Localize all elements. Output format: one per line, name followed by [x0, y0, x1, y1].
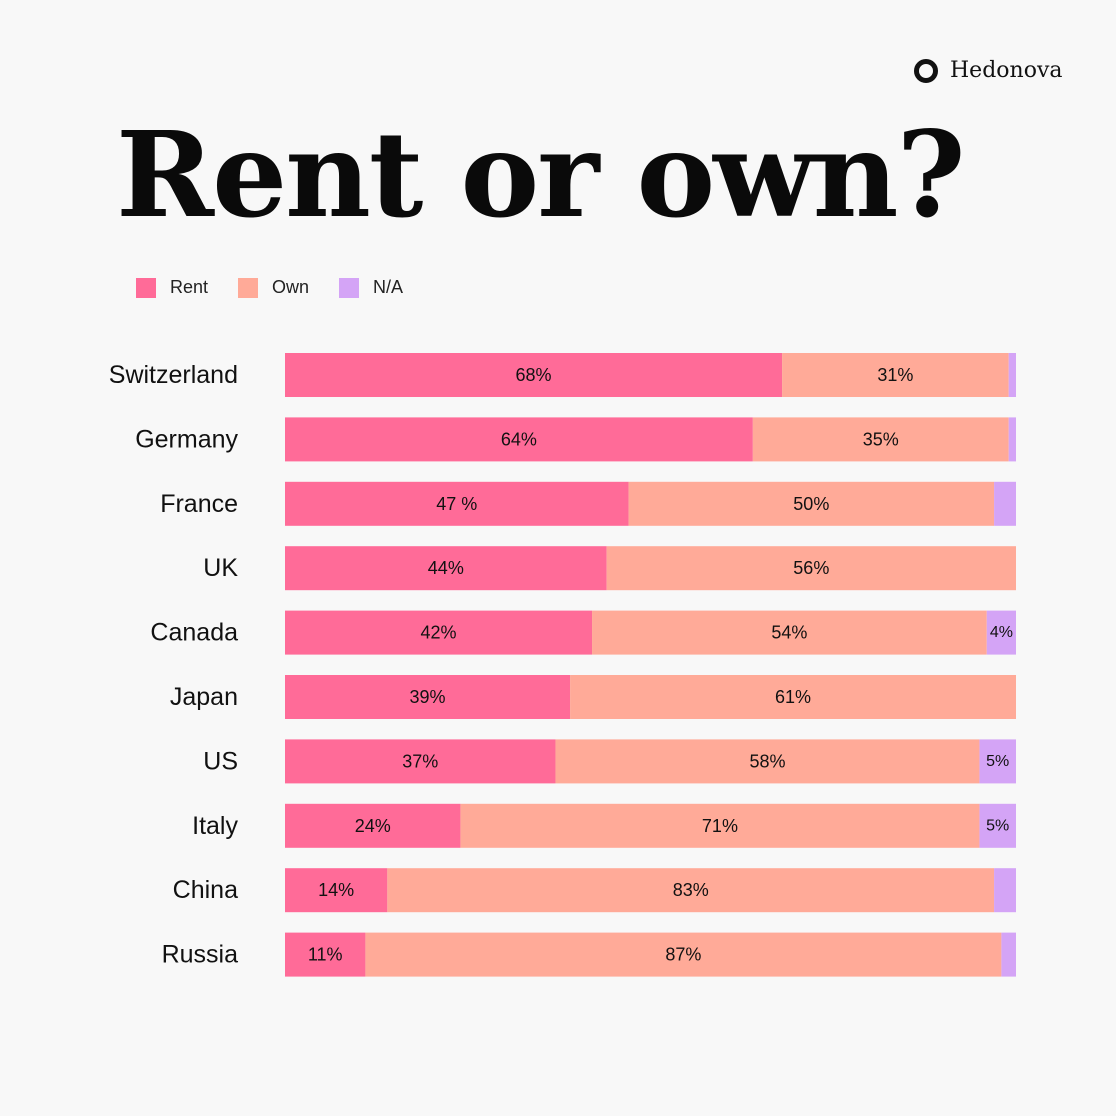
category-label: UK [203, 554, 238, 582]
bar-row-russia: Russia 11% 87% [162, 932, 1016, 977]
bar-segment-rent [285, 481, 629, 526]
bar-segment-rent [285, 739, 556, 784]
bar-segment-own [365, 932, 1002, 977]
bar-segment-n-a [994, 868, 1016, 913]
bar-segment-rent [285, 610, 593, 655]
bar-segment-own [782, 353, 1009, 397]
legend-item-na: N/A [339, 277, 403, 298]
bar-segment-rent [285, 546, 607, 591]
legend-label-own: Own [272, 277, 310, 297]
data-label-own: 31% [877, 365, 913, 385]
data-label-n-a: 5% [986, 753, 1009, 770]
chart-title: Rent or own? [116, 105, 966, 244]
data-label-rent: 11% [308, 945, 343, 965]
legend-label-na: N/A [373, 277, 404, 297]
bar-segment-rent [285, 675, 571, 719]
data-label-rent: 47 % [436, 494, 477, 514]
bar-segment-n-a [1008, 417, 1016, 462]
bar-segment-rent [285, 417, 753, 462]
data-label-rent: 24% [355, 816, 391, 836]
legend-swatch-own [238, 277, 259, 298]
bar-row-germany: Germany 64% 35% [135, 417, 1016, 462]
bar-segment-n-a [979, 739, 1016, 784]
bar-row-france: France 47 % 50% [160, 481, 1016, 526]
data-label-own: 58% [749, 751, 785, 771]
bar-segment-n-a [1008, 353, 1016, 397]
bar-segment-rent [285, 932, 366, 977]
bar-row-italy: Italy 24% 71% 5% [192, 803, 1016, 848]
data-label-rent: 44% [428, 558, 464, 578]
category-label: Germany [135, 425, 238, 453]
bar-segment-own [606, 546, 1016, 591]
data-label-rent: 37% [402, 751, 438, 771]
bar-row-uk: UK 44% 56% [203, 546, 1016, 591]
bar-row-japan: Japan 39% 61% [170, 675, 1016, 719]
data-label-own: 83% [673, 880, 709, 900]
bar-segment-own [460, 803, 980, 848]
legend-item-rent: Rent [136, 277, 208, 298]
category-label: Japan [170, 683, 238, 711]
category-label: US [203, 747, 238, 775]
data-label-own: 61% [775, 687, 811, 707]
legend-swatch-rent [136, 277, 156, 298]
brand-logo: Hedonova [914, 58, 1063, 83]
data-label-rent: 42% [420, 623, 456, 643]
bar-segment-rent [285, 353, 783, 397]
bar-segment-own [570, 675, 1016, 719]
bar-segment-own [555, 739, 980, 784]
brand-name: Hedonova [950, 58, 1063, 83]
chart-legend: Rent Own N/A [136, 277, 403, 298]
data-label-n-a: 5% [986, 817, 1009, 834]
legend-item-own: Own [238, 277, 309, 298]
bar-row-canada: Canada 42% 54% 4% [150, 610, 1016, 655]
legend-swatch-na [339, 277, 360, 298]
data-label-own: 54% [771, 623, 807, 643]
data-label-own: 50% [793, 494, 829, 514]
category-label: France [160, 490, 238, 518]
category-label: Canada [150, 619, 238, 647]
bar-segment-rent [285, 803, 461, 848]
bar-segment-own [628, 481, 995, 526]
category-label: Switzerland [109, 361, 238, 389]
data-label-rent: 14% [318, 880, 354, 900]
category-label: China [173, 876, 238, 904]
bar-segment-own [592, 610, 987, 655]
bar-segment-n-a [1001, 932, 1016, 977]
bar-segment-own [752, 417, 1009, 462]
bar-segment-n-a [979, 803, 1016, 848]
data-label-rent: 68% [516, 365, 552, 385]
data-label-own: 56% [793, 558, 829, 578]
bar-segment-n-a [994, 481, 1016, 526]
bar-row-us: US 37% 58% 5% [203, 739, 1016, 784]
data-label-own: 87% [665, 945, 701, 965]
bar-row-china: China 14% 83% [173, 868, 1016, 913]
data-label-n-a: 4% [990, 624, 1013, 641]
data-label-own: 71% [702, 816, 738, 836]
legend-label-rent: Rent [170, 277, 209, 297]
bar-segment-own [387, 868, 995, 913]
bar-segment-n-a [986, 610, 1016, 655]
data-label-rent: 39% [410, 687, 446, 707]
data-label-own: 35% [863, 429, 899, 449]
category-label: Italy [192, 812, 238, 840]
bar-segment-rent [285, 868, 388, 913]
category-label: Russia [162, 941, 239, 969]
logo-ring-icon [914, 58, 938, 83]
bar-row-switzerland: Switzerland 68% 31% [109, 353, 1016, 397]
data-label-rent: 64% [501, 429, 537, 449]
